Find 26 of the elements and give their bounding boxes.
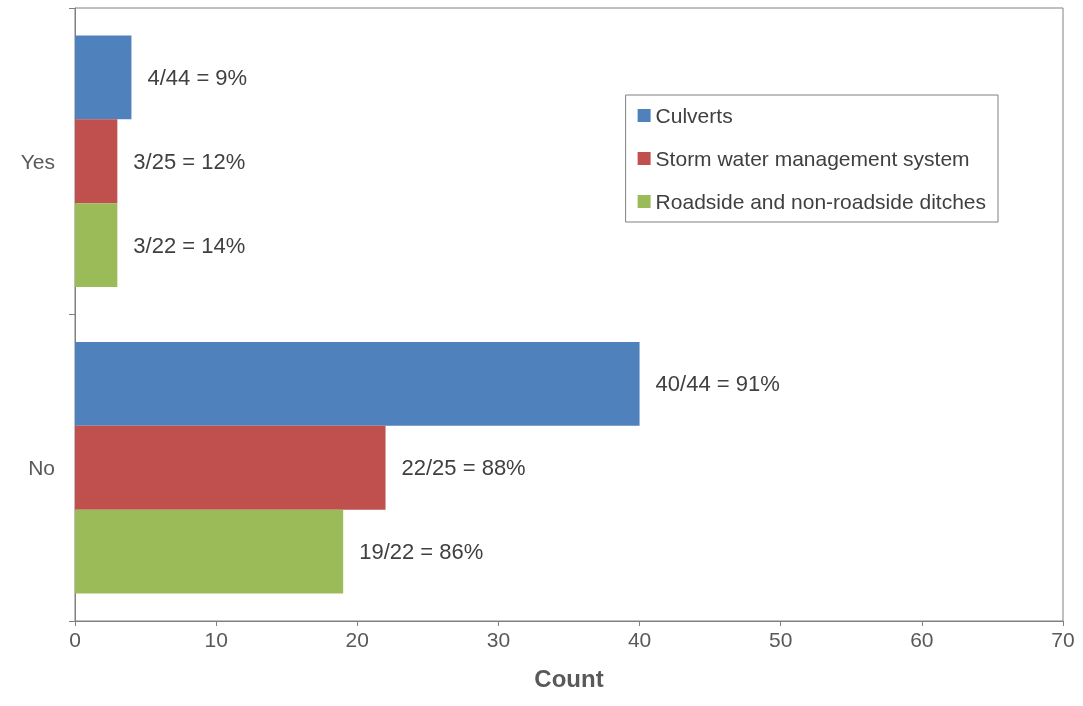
bar: [75, 425, 386, 510]
data-label: 4/44 = 9%: [147, 64, 248, 90]
x-tick-label: 70: [1051, 628, 1075, 651]
data-label: 40/44 = 91%: [655, 371, 780, 397]
data-label: 3/25 = 12%: [133, 148, 246, 174]
bar: [75, 203, 118, 287]
y-tick-label: No: [28, 456, 55, 480]
x-tick-label: 10: [204, 628, 228, 651]
x-tick-label: 0: [69, 628, 81, 651]
legend-label: Roadside and non-roadside ditches: [655, 190, 987, 213]
legend-label: Culverts: [655, 104, 733, 127]
x-axis-title: Count: [534, 664, 604, 692]
x-tick-label: 60: [910, 628, 934, 651]
bar: [75, 342, 640, 426]
data-label: 19/22 = 86%: [359, 539, 484, 565]
x-tick-label: 20: [345, 628, 369, 651]
x-tick-label: 30: [486, 628, 511, 651]
bar: [75, 35, 132, 120]
data-label: 3/22 = 14%: [133, 232, 246, 258]
bar: [75, 119, 118, 204]
bar: [75, 509, 344, 594]
x-tick-label: 40: [627, 628, 652, 651]
y-tick-label: Yes: [20, 149, 55, 173]
x-tick-label: 50: [769, 628, 793, 651]
data-label: 22/25 = 88%: [401, 455, 526, 481]
legend-label: Storm water management system: [655, 147, 970, 170]
